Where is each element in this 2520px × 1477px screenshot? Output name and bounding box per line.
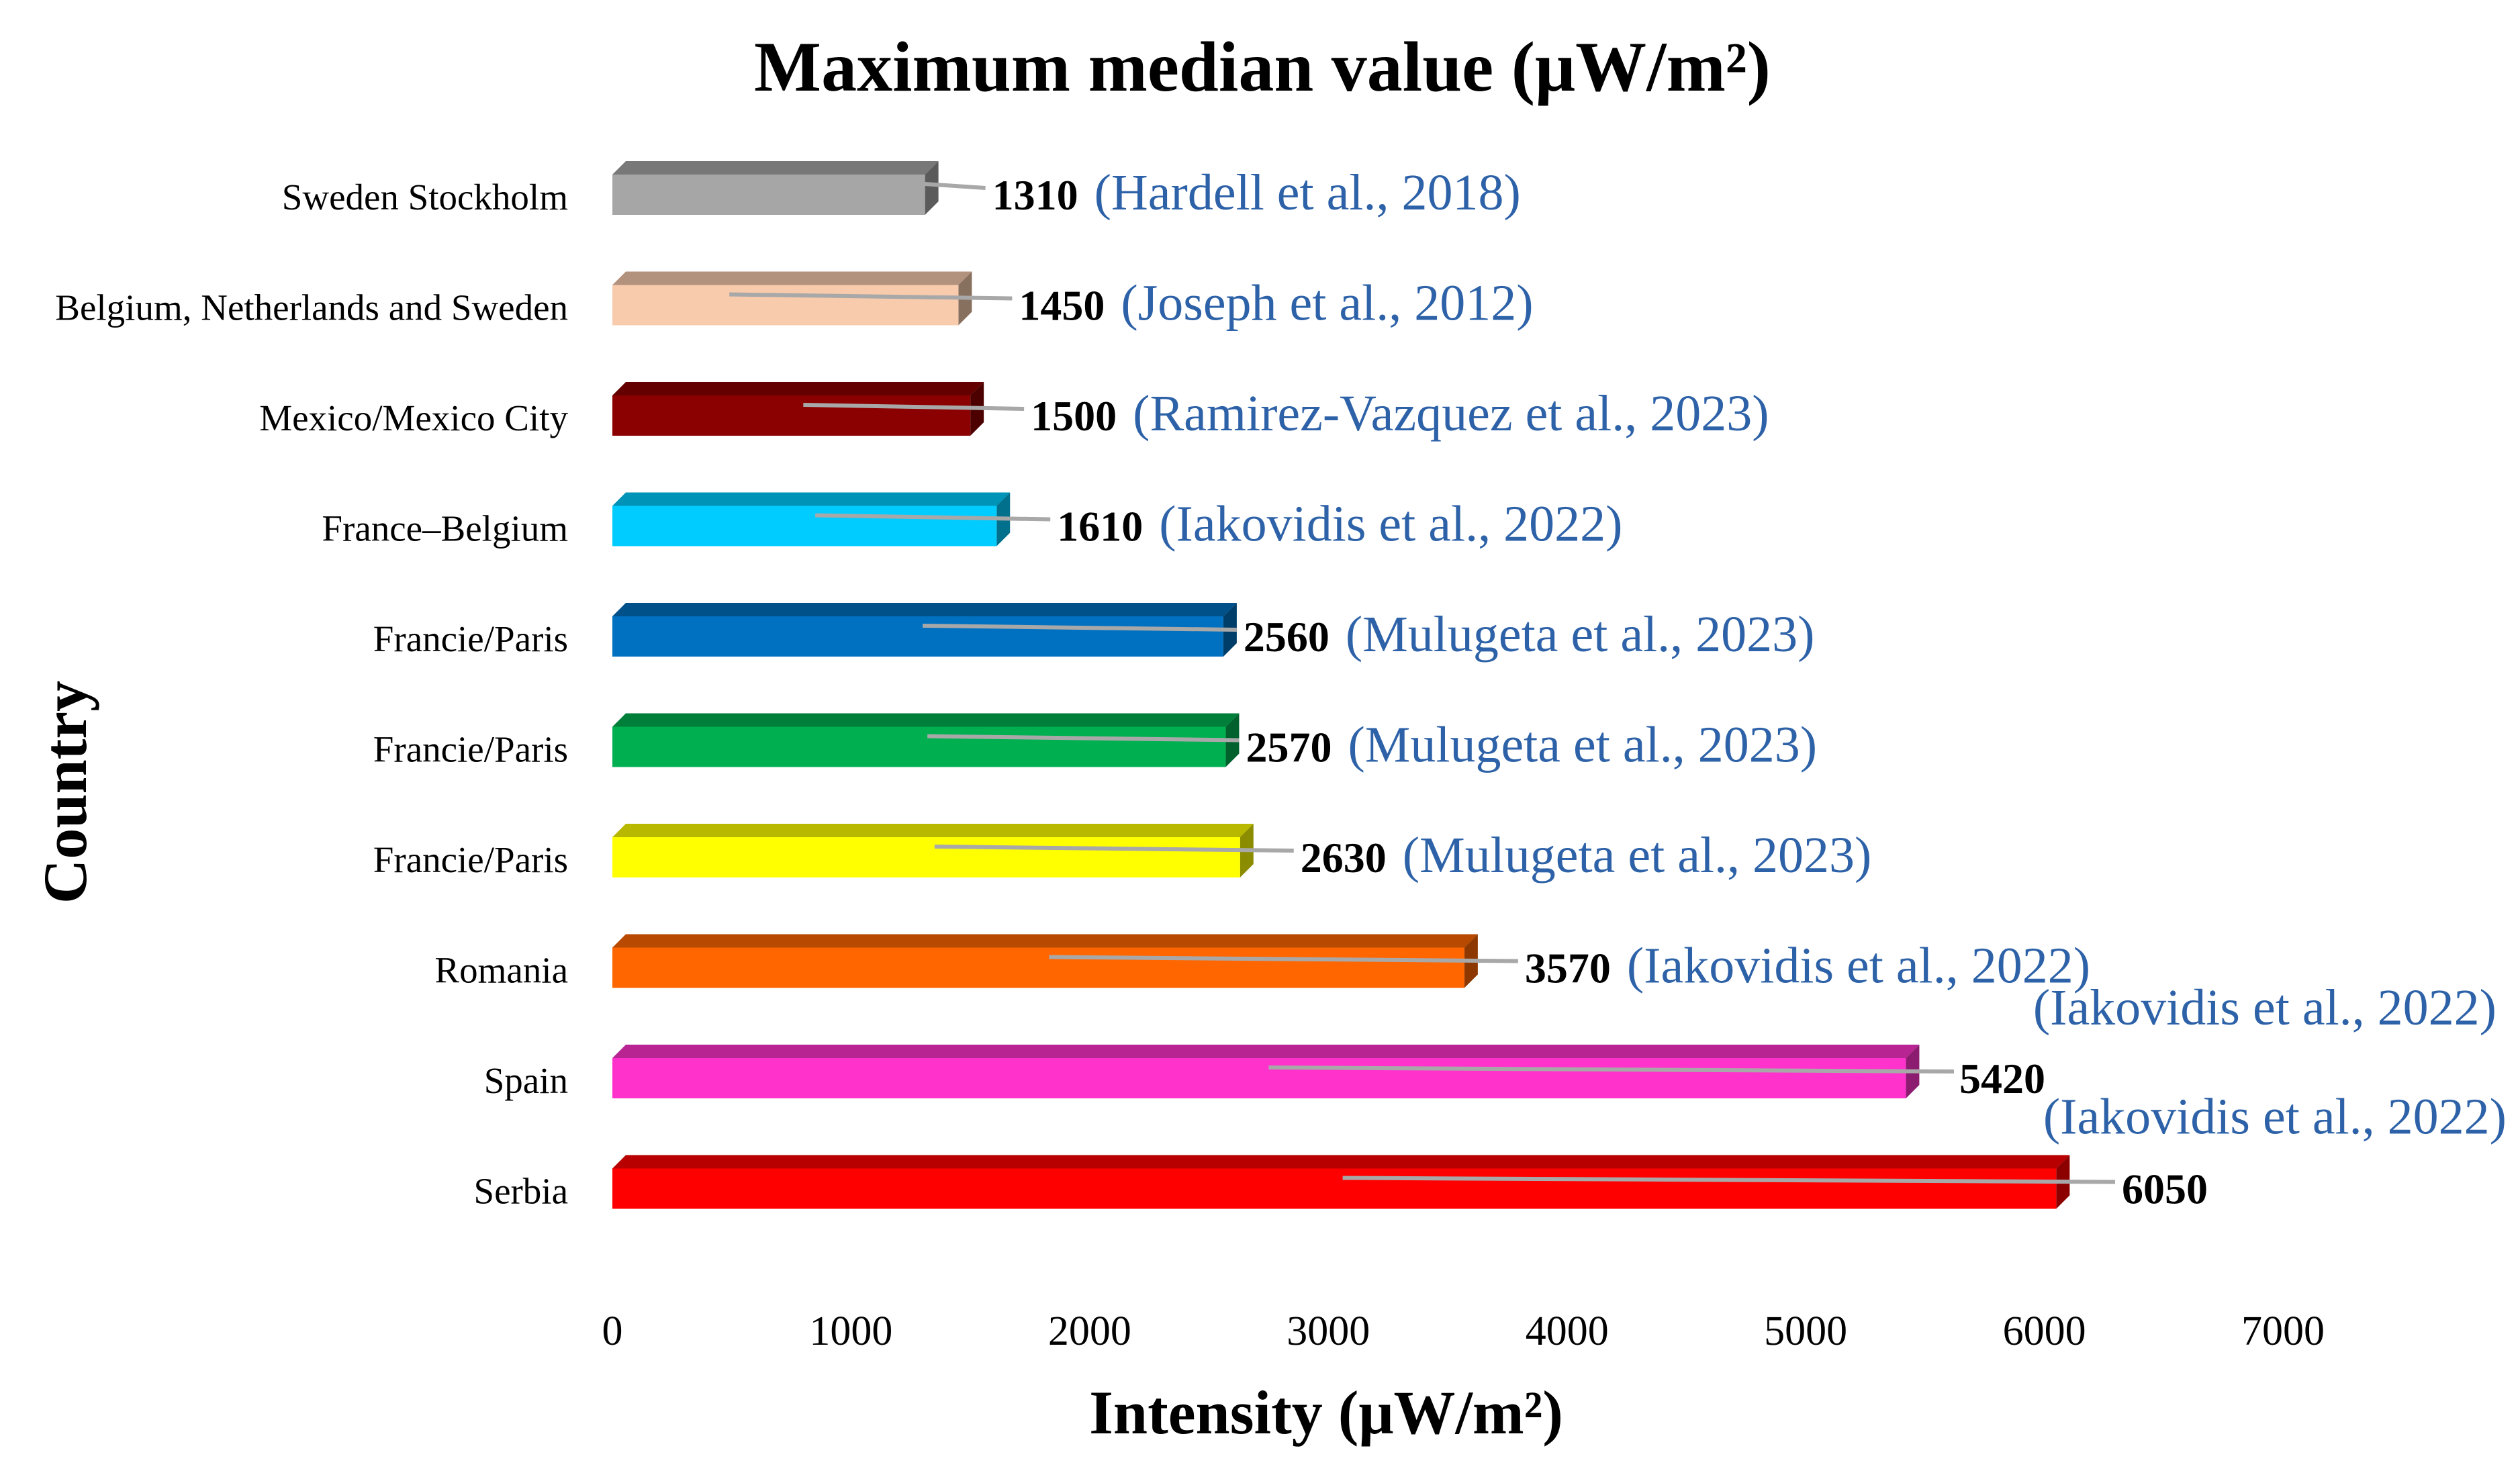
bar-group: Francie/Paris 2560 (Mulugeta et al., 2023) — [373, 603, 1815, 663]
x-axis-ticks: 0 1000 2000 3000 4000 5000 6000 7000 — [602, 1308, 2325, 1354]
bar — [612, 616, 1223, 657]
value-label: 1450 — [1019, 282, 1105, 330]
category-label: Spain — [484, 1060, 568, 1101]
bar-group: Belgium, Netherlands and Sweden 1450 (Jose… — [55, 271, 1534, 332]
citation-annotation: (Ramirez-Vazquez et al., 2023) — [1133, 385, 1769, 442]
category-label: Francie/Paris — [373, 839, 568, 880]
bar-top-face — [612, 1045, 1920, 1058]
leader-line — [1268, 1065, 1955, 1074]
category-label: Serbia — [473, 1171, 568, 1212]
leader-line — [925, 182, 986, 190]
bar — [612, 1058, 1906, 1098]
x-tick-label: 0 — [602, 1308, 623, 1354]
bar-group: Sweden Stockholm 1310 (Hardell et al., 201… — [282, 161, 1521, 221]
value-label: 1500 — [1031, 392, 1117, 440]
citation-annotation: (Joseph et al., 2012) — [1121, 275, 1533, 332]
x-axis-label: Intensity (μW/m²) — [1089, 1378, 1563, 1447]
value-label: 2570 — [1246, 724, 1332, 771]
citation-annotation: (Mulugeta et al., 2023) — [1346, 606, 1815, 663]
citation-annotation: (Hardell et al., 2018) — [1094, 164, 1521, 221]
value-label: 1310 — [992, 171, 1078, 219]
bar-top-face — [612, 161, 939, 175]
x-tick-label: 2000 — [1048, 1308, 1131, 1354]
leader-line — [927, 734, 1240, 743]
value-label: 1610 — [1057, 503, 1143, 551]
citation-annotation: (Iakovidis et al., 2022) — [2043, 1089, 2507, 1145]
value-label: 3570 — [1525, 945, 1611, 992]
bar-group: Spain 5420 (Iakovidis et al., 2022) — [484, 980, 2496, 1102]
citation-annotation: (Mulugeta et al., 2023) — [1403, 827, 1872, 884]
bar-top-face — [612, 1155, 2070, 1169]
bar-top-face — [612, 934, 1478, 948]
leader-line — [1342, 1176, 2116, 1184]
citation-annotation: (Mulugeta et al., 2023) — [1348, 717, 1817, 773]
bar-group: Mexico/Mexico City 1500 (Ramirez-Vazquez e… — [259, 382, 1769, 442]
category-label: Francie/Paris — [373, 618, 568, 659]
bar-top-face — [612, 271, 972, 285]
bar — [612, 947, 1464, 988]
value-label: 2560 — [1244, 613, 1329, 661]
x-tick-label: 4000 — [1526, 1308, 1609, 1354]
bar-top-face — [612, 382, 984, 395]
bar-group: France–Belgium 1610 (Iakovidis et al., 202… — [322, 492, 1622, 553]
leader-line — [803, 403, 1025, 411]
bar — [612, 285, 959, 326]
value-label: 6050 — [2122, 1165, 2208, 1213]
category-label: Mexico/Mexico City — [259, 397, 568, 438]
category-label: Belgium, Netherlands and Sweden — [55, 287, 568, 328]
x-tick-label: 5000 — [1764, 1308, 1847, 1354]
leader-line — [923, 624, 1237, 632]
bar — [612, 395, 971, 436]
bar — [612, 175, 925, 215]
bar-side-face — [925, 161, 939, 215]
chart-title: Maximum median value (μW/m²) — [754, 28, 1771, 106]
citation-annotation: (Iakovidis et al., 2022) — [1627, 938, 2090, 994]
leader-line — [815, 513, 1051, 522]
bar — [612, 1168, 2057, 1209]
value-label: 2630 — [1301, 834, 1387, 882]
leader-line — [729, 292, 1013, 301]
value-label: 5420 — [1959, 1055, 2045, 1102]
category-label: Sweden Stockholm — [282, 177, 568, 218]
category-label: Romania — [434, 950, 568, 991]
citation-annotation: (Iakovidis et al., 2022) — [1159, 496, 1622, 553]
x-tick-label: 6000 — [2003, 1308, 2086, 1354]
x-tick-label: 7000 — [2241, 1308, 2325, 1354]
x-tick-label: 3000 — [1287, 1308, 1370, 1354]
bar-top-face — [612, 603, 1237, 616]
bar-top-face — [612, 824, 1254, 837]
category-label: France–Belgium — [322, 508, 568, 549]
bar-group: Francie/Paris 2570 (Mulugeta et al., 2023) — [373, 713, 1817, 773]
bar-top-face — [612, 713, 1240, 727]
y-axis-label: Country — [31, 681, 99, 904]
leader-line — [934, 845, 1294, 853]
citation-annotation: (Iakovidis et al., 2022) — [2033, 980, 2496, 1036]
category-label: Francie/Paris — [373, 729, 568, 770]
bars: Sweden Stockholm 1310 (Hardell et al., 201… — [55, 161, 2507, 1213]
bar-group: Francie/Paris 2630 (Mulugeta et al., 2023) — [373, 824, 1872, 884]
bar-group: Serbia 6050 (Iakovidis et al., 2022) — [473, 1089, 2507, 1213]
bar-top-face — [612, 492, 1011, 506]
bar-group: Romania 3570 (Iakovidis et al., 2022) — [434, 934, 2090, 994]
bar — [612, 506, 997, 546]
bar — [612, 726, 1226, 767]
x-tick-label: 1000 — [809, 1308, 892, 1354]
bar — [612, 837, 1240, 877]
leader-line — [1049, 955, 1518, 963]
